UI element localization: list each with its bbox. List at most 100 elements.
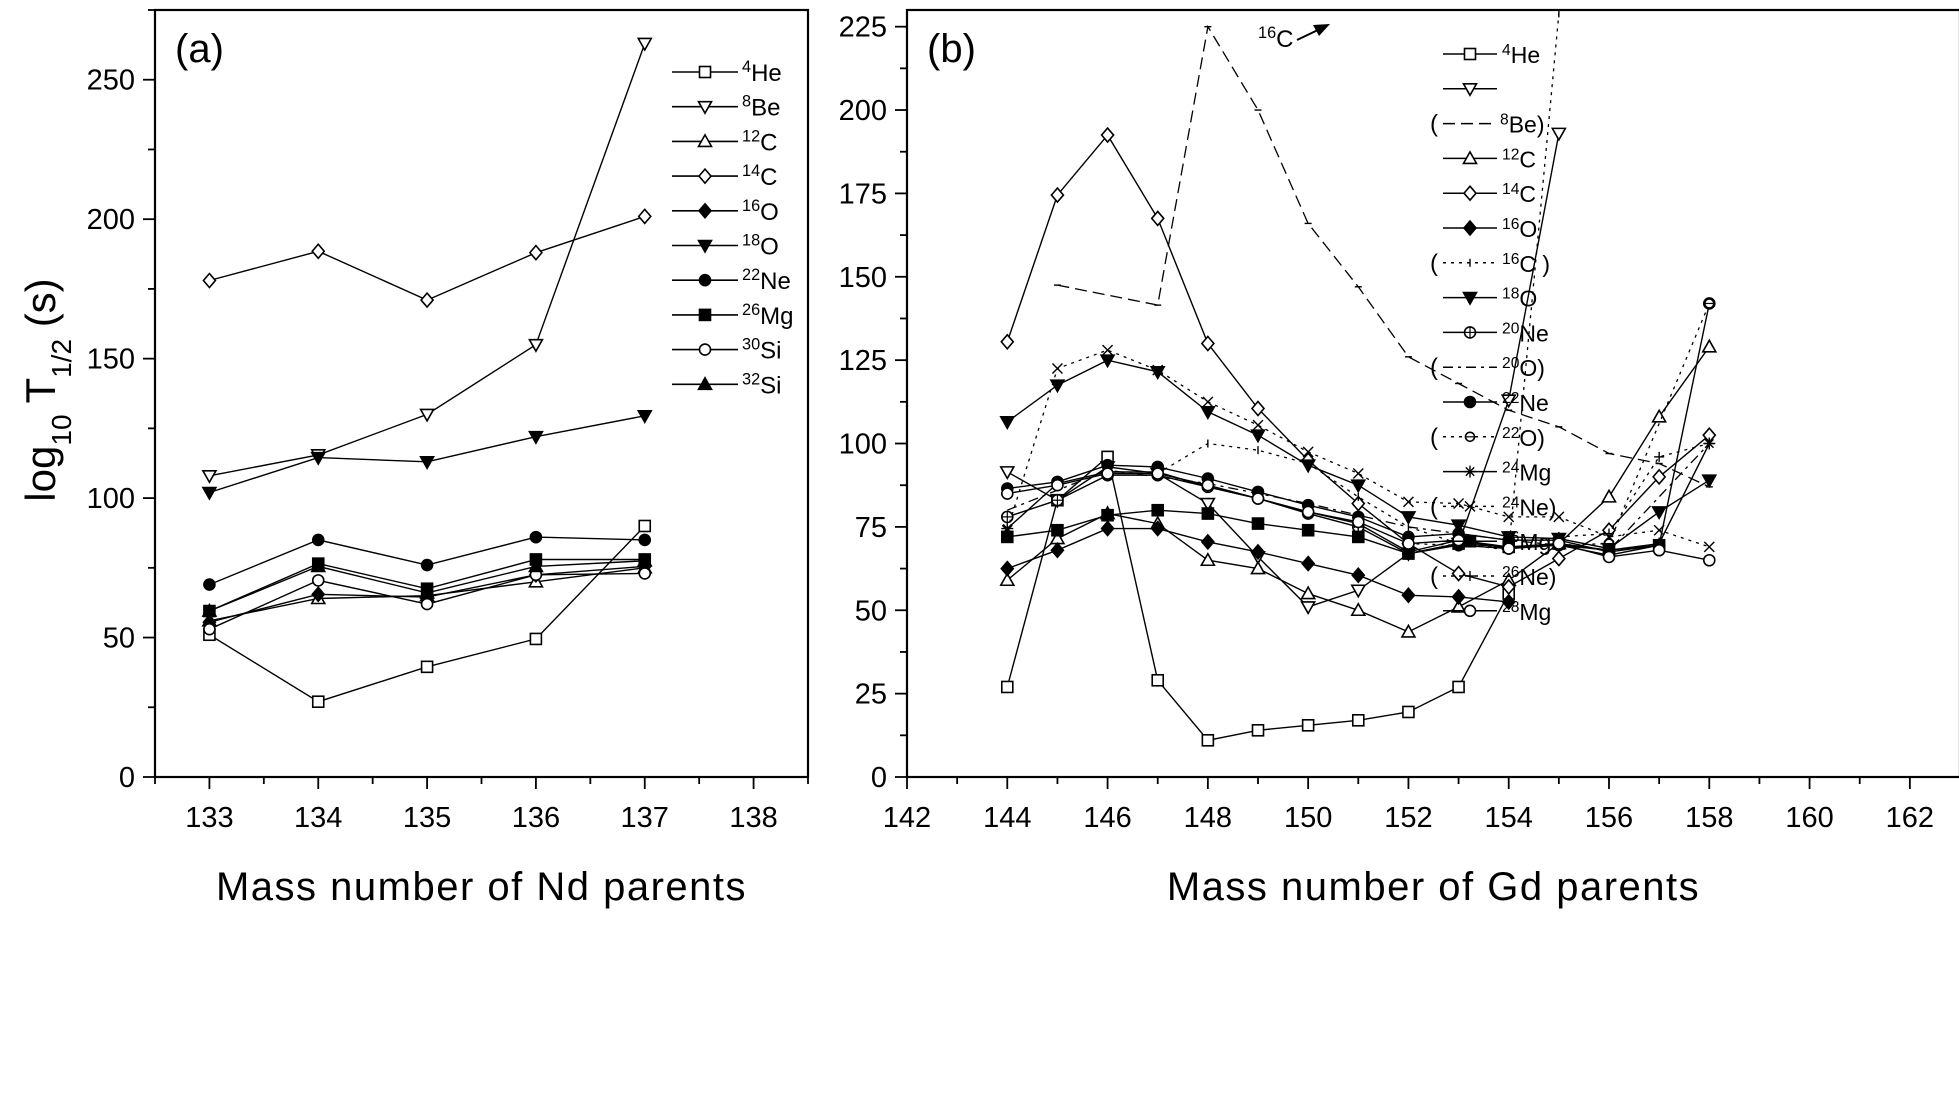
- data-point-32si: [528, 558, 544, 573]
- y-tick-label: 25: [855, 679, 887, 711]
- legend-entry: 22Ne: [1443, 390, 1549, 416]
- data-point-12c: [1350, 602, 1367, 617]
- data-point-14c: [1451, 565, 1466, 582]
- data-point-16o: [1451, 588, 1466, 606]
- legend-entry: 18O: [1443, 285, 1537, 312]
- legend-entry: 8Be: [672, 93, 780, 122]
- panel-label: (a): [175, 27, 224, 71]
- data-point-16o: [1100, 520, 1115, 537]
- data-point-18o: [1250, 429, 1266, 444]
- x-axis-label: Mass number of Gd parents: [1167, 865, 1700, 909]
- legend-marker: [697, 239, 713, 254]
- x-tick-label: 150: [1284, 802, 1332, 834]
- series-line-8be-2: [1057, 24, 1710, 488]
- legend-label: 20Ne: [1502, 320, 1549, 347]
- x-tick-label: 134: [294, 802, 342, 834]
- data-point-14c: [420, 291, 435, 309]
- data-point-24ne: [1352, 468, 1364, 480]
- data-point-14c: [1050, 186, 1065, 204]
- annotation-arrow-head: [1313, 24, 1330, 36]
- legend-entry: 20Ne: [1443, 320, 1549, 347]
- legend-paren: (: [1430, 493, 1438, 520]
- y-tick-label: 0: [871, 762, 887, 794]
- data-point-30si: [311, 574, 325, 587]
- data-point-12c: [1250, 560, 1266, 575]
- data-point-28mg: [1151, 467, 1165, 480]
- legend-entry: 16O: [672, 197, 779, 226]
- legend-label: 18O: [742, 232, 779, 261]
- data-point-8be: [636, 37, 653, 52]
- data-point-12c: [1199, 552, 1216, 567]
- data-point-14c: [1000, 333, 1015, 351]
- data-point-8be: [1550, 127, 1567, 142]
- data-point-8be: [528, 338, 544, 353]
- data-point-16o: [311, 586, 326, 603]
- legend-label: 16C ): [1502, 250, 1550, 277]
- y-tick-label: 75: [855, 512, 887, 544]
- legend-marker: [698, 343, 712, 356]
- annotation-16c-label: 16C: [1258, 24, 1294, 53]
- y-tick-label: 225: [839, 12, 887, 44]
- legend-label: 26Mg: [1502, 529, 1551, 556]
- legend-label: 24Ne): [1502, 494, 1556, 521]
- data-point-4he: [529, 632, 543, 646]
- data-point-12c: [1651, 408, 1668, 423]
- data-point-4he: [1402, 705, 1415, 719]
- data-point-4he: [311, 695, 325, 708]
- legend-label: 4He: [742, 58, 782, 87]
- legend-label: 4He: [1502, 42, 1540, 69]
- data-point-4he: [1301, 719, 1315, 732]
- data-point-16o: [1401, 587, 1416, 604]
- legend-entry: (16C ): [1430, 250, 1550, 277]
- data-point-14c: [1200, 335, 1215, 352]
- legend-marker: [1463, 534, 1477, 548]
- data-point-28mg: [1652, 543, 1666, 557]
- legend-marker: [1462, 83, 1478, 97]
- legend-label: 22Ne: [742, 266, 791, 295]
- series-line-16c-6: [1157, 13, 1560, 551]
- data-point-28mg: [1000, 487, 1014, 500]
- data-point-24ne: [1703, 541, 1715, 553]
- legend-marker: [1465, 571, 1475, 581]
- legend-label: 8Be: [742, 93, 780, 122]
- data-point-4he: [1151, 673, 1165, 687]
- panel-a-nd-chart: 133 134 135 136 137 138 0 50 100 150 200 250 Mass nu…: [17, 8, 810, 909]
- panel-label: (b): [927, 27, 976, 71]
- x-tick-label: 142: [883, 802, 931, 834]
- series-line-24ne-13: [1006, 349, 1710, 548]
- data-point-28mg: [1251, 492, 1265, 505]
- x-tick-label: 156: [1585, 802, 1633, 834]
- data-point-4he: [1452, 680, 1465, 694]
- legend-marker: [697, 376, 713, 391]
- data-point-28mg: [1351, 515, 1365, 529]
- legend-entry: 14C: [1443, 181, 1536, 207]
- legend-marker: [698, 65, 712, 79]
- data-point-8be: [1300, 601, 1317, 616]
- legend-paren: (: [1430, 250, 1438, 277]
- data-point-20ne: [1000, 510, 1014, 524]
- series-line-22ne-10: [1007, 464, 1660, 553]
- data-point-24ne: [1202, 396, 1214, 408]
- data-point-18o: [1651, 506, 1668, 521]
- data-point-24ne: [1152, 364, 1164, 376]
- legend-marker: [698, 273, 712, 287]
- data-point-8be: [201, 469, 218, 484]
- legend-marker: [697, 133, 713, 148]
- data-point-28mg: [1101, 467, 1114, 480]
- data-point-28mg: [1452, 533, 1465, 547]
- data-point-4he: [420, 660, 434, 674]
- data-point-32si: [636, 552, 653, 567]
- legend-entry: 4He: [672, 58, 782, 87]
- series-line-26ne-15: [1558, 442, 1710, 538]
- data-point-26mg: [1051, 523, 1064, 537]
- data-point-26ne: [1604, 528, 1614, 539]
- data-point-12c: [1400, 623, 1417, 638]
- data-point-16o: [1301, 555, 1316, 572]
- data-point-18o: [999, 416, 1016, 430]
- data-point-32si: [310, 558, 327, 573]
- legend-paren: (: [1430, 354, 1438, 381]
- x-tick-label: 162: [1886, 802, 1934, 834]
- data-point-24ne: [1453, 498, 1465, 510]
- data-point-30si: [420, 597, 434, 611]
- legend-label: 24Mg: [1502, 459, 1551, 486]
